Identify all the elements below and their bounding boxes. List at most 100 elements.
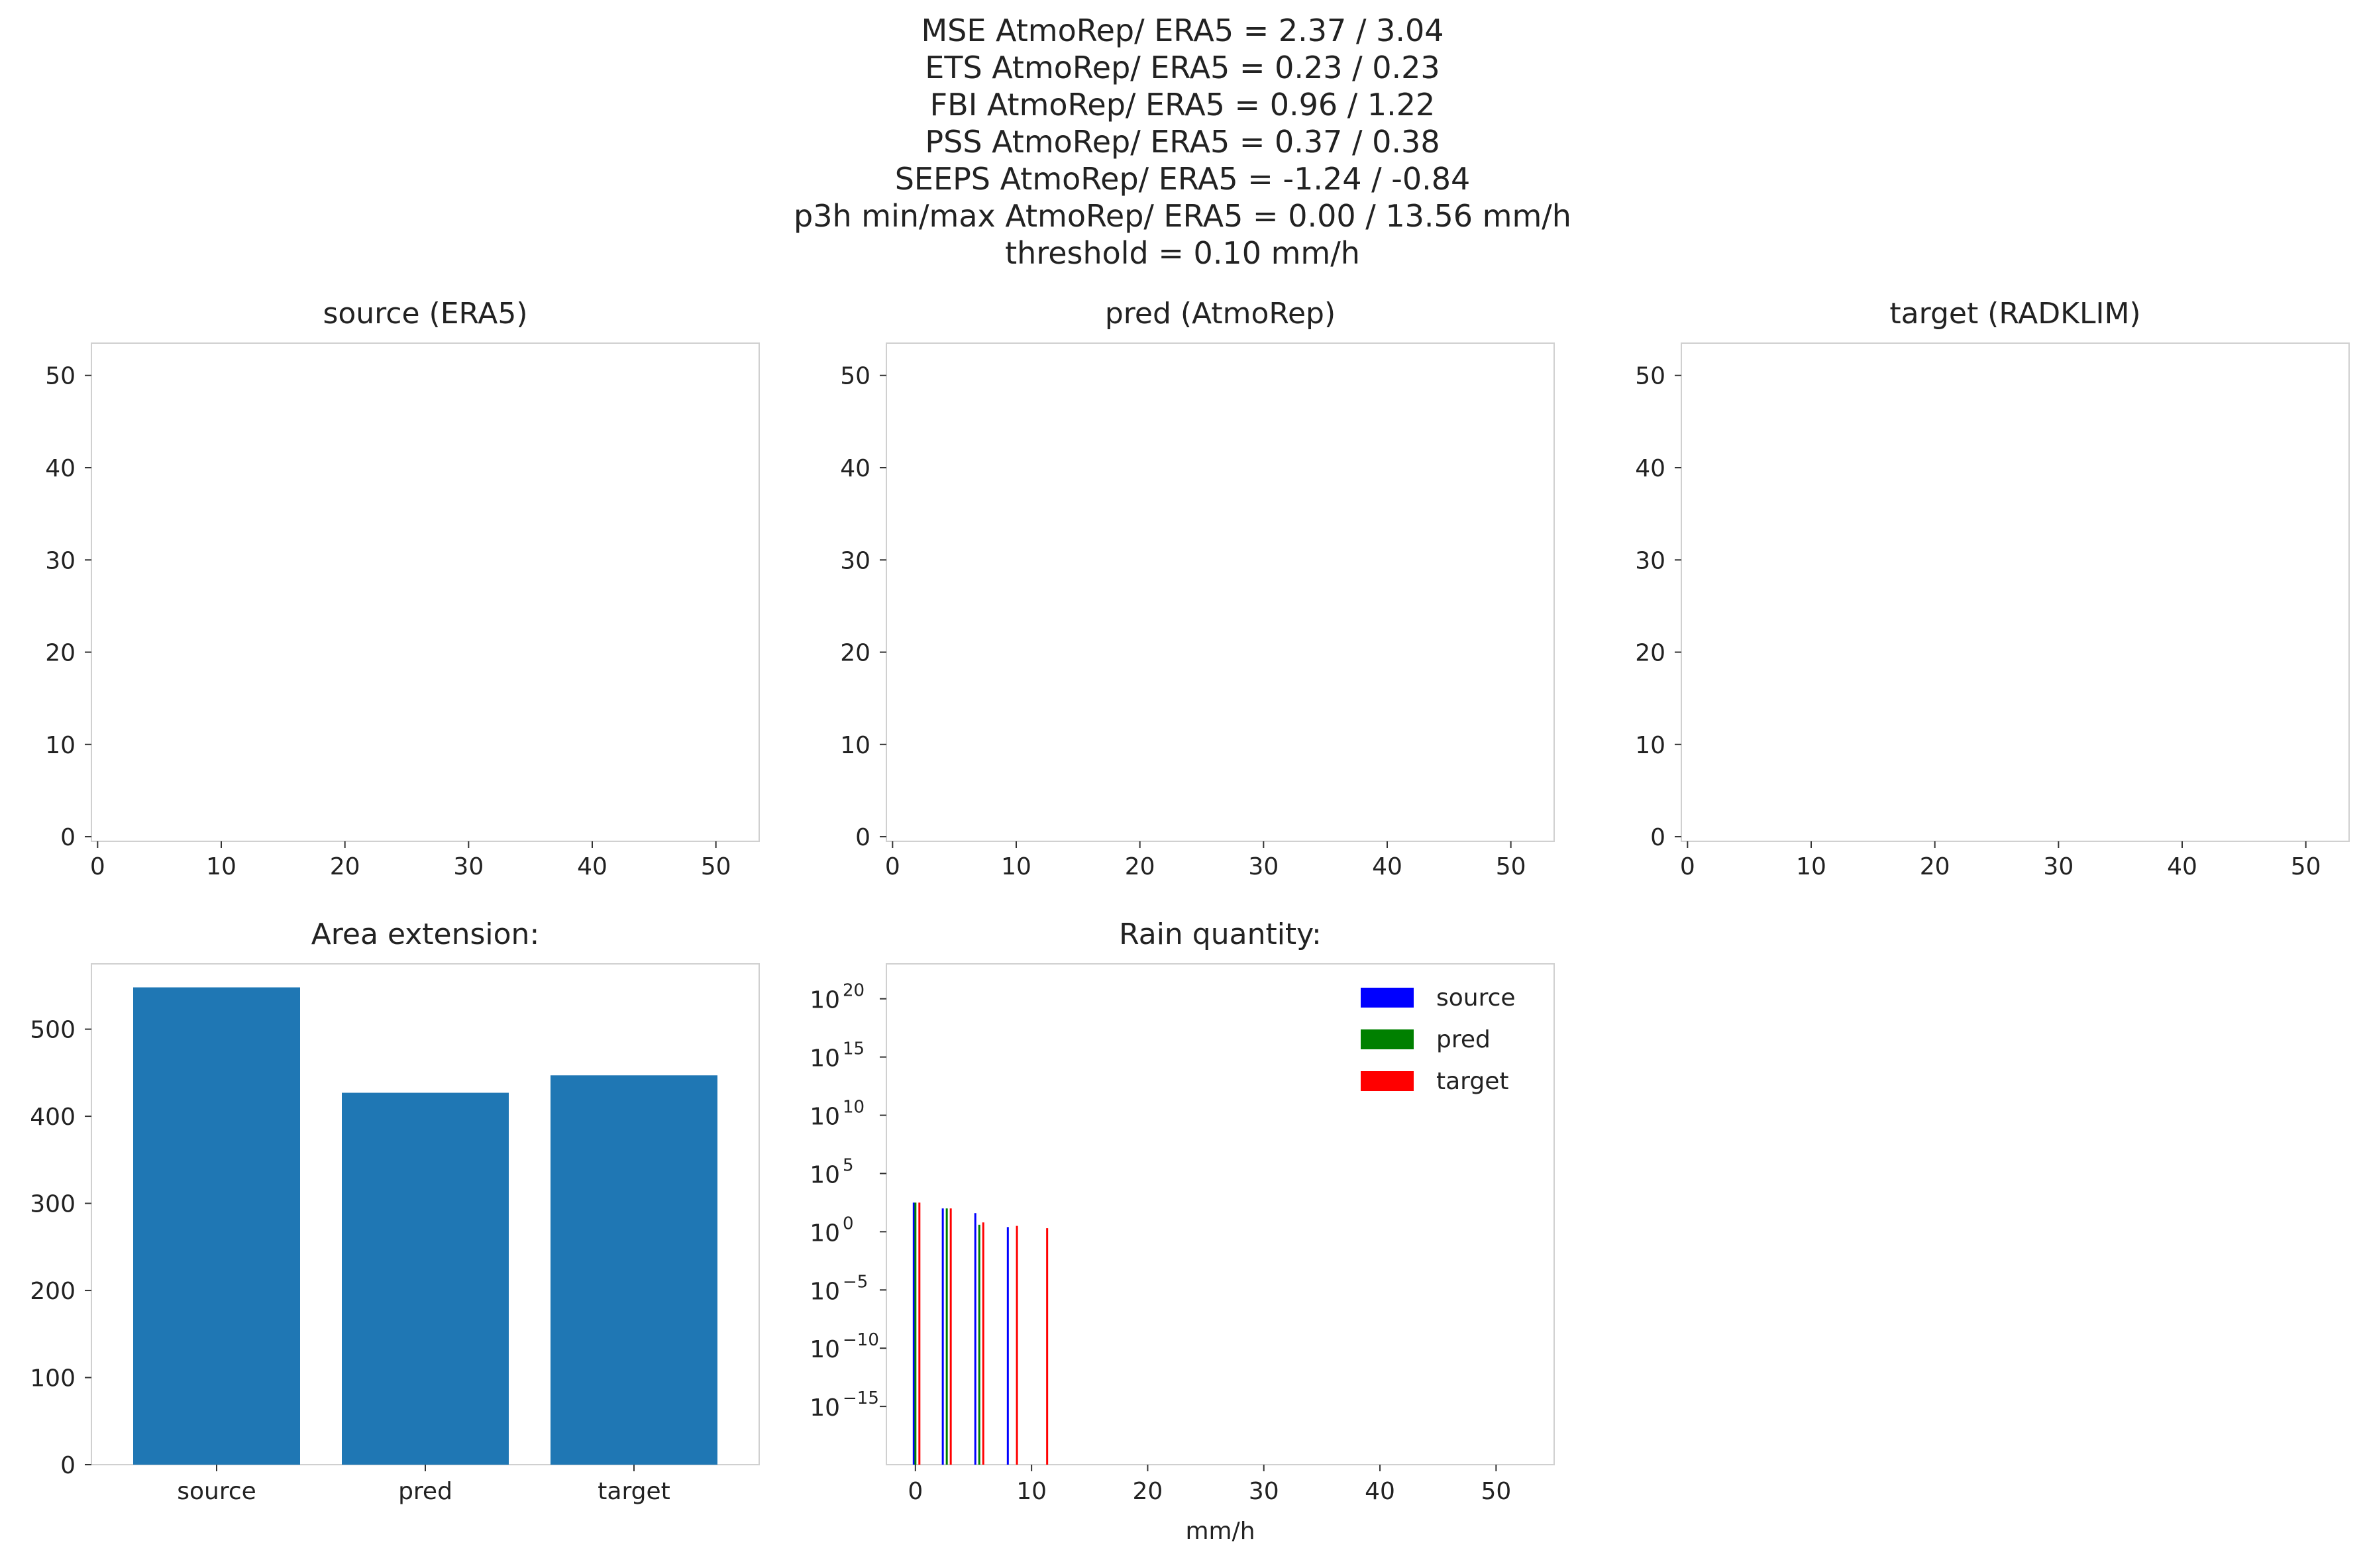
x-tick-label: 20 bbox=[1920, 853, 1950, 880]
panel-pred-heatmap: 0 10 20 30 40 50 0 10 20 30 40 50 pred (AtmoRep) bbox=[840, 297, 1555, 880]
x-tick-label: 10 bbox=[1796, 853, 1826, 880]
bar-pred bbox=[342, 1092, 509, 1465]
y-tick-label: 0 bbox=[855, 824, 870, 851]
y-tick-label: 400 bbox=[30, 1104, 76, 1131]
y-tick-label: 50 bbox=[45, 363, 76, 390]
y-tick-exponent: 20 bbox=[843, 981, 865, 1001]
x-tick-label: 20 bbox=[330, 853, 360, 880]
panel-title: Area extension: bbox=[311, 917, 540, 951]
hist-bar-target bbox=[1046, 1228, 1049, 1465]
x-tick-label: 0 bbox=[1680, 853, 1695, 880]
hist-bar-source bbox=[941, 1208, 944, 1465]
y-tick-label: 500 bbox=[30, 1017, 76, 1044]
y-tick-label: 200 bbox=[30, 1278, 76, 1305]
hist-bar-target bbox=[918, 1202, 921, 1465]
x-tick-label: 50 bbox=[1481, 1478, 1511, 1505]
panel-title: source (ERA5) bbox=[323, 297, 527, 331]
hist-bar-pred bbox=[978, 1224, 980, 1465]
x-tick-label: 0 bbox=[908, 1478, 923, 1505]
x-tick-label: 50 bbox=[1496, 853, 1526, 880]
y-tick-label: 30 bbox=[45, 547, 76, 574]
y-tick-label: 0 bbox=[60, 1452, 76, 1479]
hist-bar-source bbox=[912, 1202, 915, 1465]
x-tick-label: 40 bbox=[577, 853, 607, 880]
y-tick-label: 10 bbox=[840, 732, 870, 759]
header-line-seeps: SEEPS AtmoRep/ ERA5 = -1.24 / -0.84 bbox=[894, 161, 1471, 197]
x-tick-label: 30 bbox=[2043, 853, 2074, 880]
x-tick-label: source bbox=[177, 1478, 256, 1505]
y-tick-label: 30 bbox=[1635, 547, 1665, 574]
y-tick-label: 0 bbox=[60, 824, 76, 851]
x-tick-label: 0 bbox=[90, 853, 105, 880]
x-tick-label: 50 bbox=[701, 853, 731, 880]
y-tick-label: 40 bbox=[1635, 455, 1665, 482]
panel-area-extension: source pred target 0 100 200 300 400 500 Area ext… bbox=[30, 917, 760, 1505]
y-tick-label: 10 bbox=[810, 1220, 840, 1247]
panel-title: pred (AtmoRep) bbox=[1105, 297, 1336, 331]
x-tick-label: 30 bbox=[453, 853, 484, 880]
y-tick-label: 50 bbox=[1635, 363, 1665, 390]
y-tick-label: 10 bbox=[1635, 732, 1665, 759]
y-tick-label: 300 bbox=[30, 1191, 76, 1218]
y-tick-exponent: 10 bbox=[843, 1098, 865, 1118]
x-tick-label: 40 bbox=[1372, 853, 1402, 880]
x-tick-label: 10 bbox=[1001, 853, 1031, 880]
x-axis-label: mm/h bbox=[1185, 1518, 1255, 1545]
y-tick-label: 50 bbox=[840, 363, 870, 390]
legend-swatch-pred bbox=[1361, 1029, 1414, 1049]
bar-source bbox=[133, 987, 300, 1465]
x-tick-label: 10 bbox=[206, 853, 236, 880]
y-tick-label: 10 bbox=[810, 1394, 840, 1422]
panel-title: Rain quantity: bbox=[1119, 917, 1322, 951]
y-tick-label: 40 bbox=[840, 455, 870, 482]
x-tick-label: 50 bbox=[2291, 853, 2321, 880]
y-tick-label: 20 bbox=[45, 640, 76, 667]
legend-label-source: source bbox=[1436, 984, 1516, 1012]
header-line-mse: MSE AtmoRep/ ERA5 = 2.37 / 3.04 bbox=[921, 13, 1444, 48]
panel-target-heatmap: 0 10 20 30 40 50 0 10 20 30 40 50 target (RADKLIM) bbox=[1635, 297, 2350, 880]
x-tick-label: 10 bbox=[1016, 1478, 1047, 1505]
y-tick-exponent: 15 bbox=[843, 1039, 865, 1059]
axes-frame bbox=[91, 342, 760, 842]
hist-bar-pred bbox=[945, 1208, 948, 1465]
y-tick-label: 100 bbox=[30, 1365, 76, 1392]
hist-bar-source bbox=[974, 1213, 976, 1465]
axes-frame bbox=[886, 342, 1555, 842]
header-line-p3h: p3h min/max AtmoRep/ ERA5 = 0.00 / 13.56… bbox=[794, 198, 1571, 234]
y-tick-label: 10 bbox=[810, 987, 840, 1014]
header-line-pss: PSS AtmoRep/ ERA5 = 0.37 / 0.38 bbox=[925, 124, 1440, 160]
x-tick-label: 40 bbox=[1365, 1478, 1395, 1505]
x-tick-label: pred bbox=[398, 1478, 452, 1505]
hist-bar-target bbox=[949, 1208, 952, 1465]
y-tick-label: 10 bbox=[810, 1104, 840, 1131]
x-tick-label: 40 bbox=[2167, 853, 2197, 880]
hist-bar-pred bbox=[914, 1202, 917, 1465]
panel-title: target (RADKLIM) bbox=[1889, 297, 2140, 331]
hist-bar-source bbox=[1006, 1227, 1009, 1465]
bar-target bbox=[551, 1075, 717, 1465]
y-tick-exponent: 0 bbox=[843, 1214, 854, 1233]
header-line-fbi: FBI AtmoRep/ ERA5 = 0.96 / 1.22 bbox=[929, 87, 1436, 123]
x-tick-label: 20 bbox=[1125, 853, 1155, 880]
y-tick-label: 20 bbox=[840, 640, 870, 667]
x-tick-label: 30 bbox=[1248, 853, 1279, 880]
y-tick-label: 10 bbox=[45, 732, 76, 759]
y-tick-label: 10 bbox=[810, 1161, 840, 1188]
x-tick-label: 30 bbox=[1249, 1478, 1279, 1505]
x-tick-label: 0 bbox=[885, 853, 900, 880]
y-tick-label: 40 bbox=[45, 455, 76, 482]
x-tick-label: 20 bbox=[1133, 1478, 1163, 1505]
y-tick-label: 20 bbox=[1635, 640, 1665, 667]
figure-header: MSE AtmoRep/ ERA5 = 2.37 / 3.04 ETS Atmo… bbox=[0, 12, 2365, 272]
header-line-ets: ETS AtmoRep/ ERA5 = 0.23 / 0.23 bbox=[925, 50, 1440, 85]
legend-swatch-target bbox=[1361, 1071, 1414, 1091]
x-tick-label: target bbox=[598, 1478, 670, 1505]
legend-label-target: target bbox=[1436, 1068, 1508, 1095]
y-tick-label: 0 bbox=[1650, 824, 1665, 851]
legend-swatch-source bbox=[1361, 988, 1414, 1008]
y-tick-label: 10 bbox=[810, 1278, 840, 1305]
y-tick-exponent: 5 bbox=[843, 1155, 854, 1175]
y-tick-exponent: −5 bbox=[843, 1272, 868, 1292]
